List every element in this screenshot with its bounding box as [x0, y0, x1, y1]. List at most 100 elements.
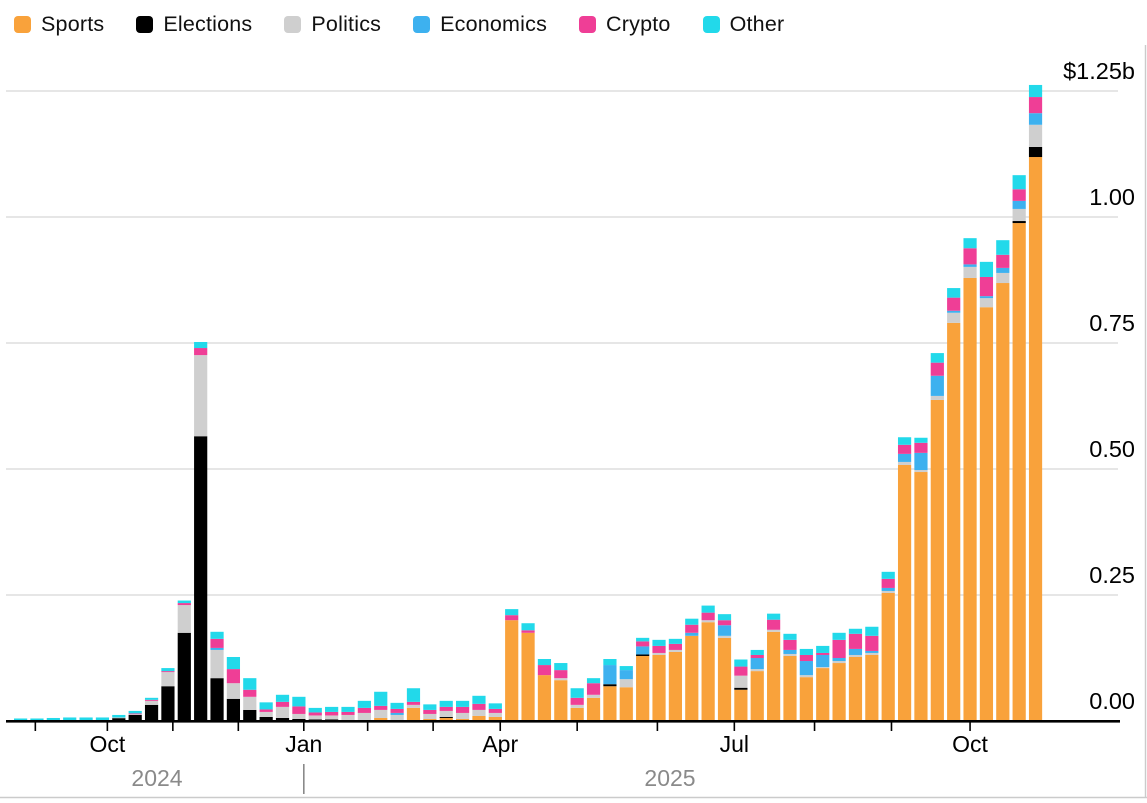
legend-item-elections: Elections [136, 12, 252, 37]
bar-week-6 [112, 714, 126, 721]
segment-elections [194, 436, 208, 721]
bar-week-59 [979, 261, 994, 721]
segment-other [816, 645, 830, 653]
bar-week-44 [734, 659, 748, 721]
segment-crypto [194, 348, 208, 356]
segment-crypto [275, 701, 290, 707]
segment-other [897, 437, 912, 445]
bar-week-20 [341, 706, 355, 721]
bar-week-38 [636, 637, 650, 721]
segment-crypto [1028, 97, 1043, 114]
year-label-2024: 2024 [131, 765, 182, 791]
segment-politics [963, 266, 977, 278]
bar-week-10 [177, 600, 191, 721]
segment-sports [455, 718, 470, 721]
segment-crypto [848, 633, 863, 649]
segment-economics [390, 712, 404, 715]
legend-item-sports: Sports [14, 12, 104, 37]
segment-crypto [717, 620, 732, 626]
segment-politics [374, 709, 388, 718]
y-tick-label: 0.50 [1089, 436, 1135, 462]
segment-politics [341, 714, 355, 720]
bar-week-52 [865, 626, 879, 721]
legend-item-politics: Politics [284, 12, 381, 37]
segment-other [390, 702, 404, 709]
segment-economics [717, 625, 732, 636]
segment-other [521, 623, 535, 631]
bar-week-54 [897, 437, 912, 721]
segment-sports [717, 637, 732, 721]
segment-elections [112, 717, 126, 721]
bar-week-18 [308, 707, 322, 721]
segment-politics [439, 710, 453, 717]
segment-elections [439, 716, 453, 718]
segment-politics [275, 706, 290, 718]
segment-crypto [521, 630, 535, 633]
legend-swatch-politics-icon [284, 16, 302, 33]
legend: Sports Elections Politics Economics Cryp… [14, 12, 784, 37]
legend-swatch-other-icon [702, 16, 720, 33]
segment-sports [488, 716, 502, 721]
bar-week-30 [505, 609, 519, 721]
legend-item-other: Other [702, 12, 785, 37]
segment-economics [636, 646, 650, 655]
segment-politics [586, 694, 601, 698]
segment-elections [1012, 221, 1026, 224]
bar-week-29 [488, 703, 502, 721]
segment-sports [963, 277, 977, 721]
segment-other [177, 600, 191, 604]
bar-week-23 [390, 702, 404, 721]
segment-other [914, 437, 928, 443]
segment-other [292, 696, 306, 707]
segment-politics [194, 355, 208, 437]
segment-economics [865, 650, 879, 653]
segment-crypto [881, 578, 895, 588]
segment-other [275, 694, 290, 702]
segment-crypto [652, 645, 666, 653]
segment-crypto [537, 665, 552, 676]
segment-economics [750, 658, 764, 670]
segment-crypto [668, 643, 682, 650]
segment-politics [226, 683, 241, 699]
segment-crypto [685, 624, 699, 633]
legend-swatch-crypto-icon [579, 16, 597, 33]
segment-other [1028, 84, 1043, 98]
bar-week-14 [243, 678, 257, 721]
segment-sports [472, 715, 486, 721]
segment-economics [816, 654, 830, 668]
segment-sports [521, 632, 535, 721]
bar-week-41 [685, 618, 699, 721]
segment-other [586, 678, 601, 684]
segment-other [996, 240, 1010, 255]
segment-other [488, 703, 502, 709]
segment-other [865, 626, 879, 636]
segment-politics [865, 652, 879, 655]
segment-politics [717, 635, 732, 638]
segment-other [701, 605, 715, 613]
segment-elections [275, 717, 290, 721]
year-label-2025: 2025 [644, 765, 695, 791]
segment-politics [128, 713, 142, 715]
segment-politics [930, 395, 944, 400]
segment-crypto [439, 706, 453, 711]
bar-week-50 [832, 632, 846, 721]
segment-economics [897, 453, 912, 462]
segment-politics [488, 712, 502, 717]
segment-other [472, 695, 486, 704]
bar-week-24 [406, 688, 421, 721]
bar-week-49 [816, 645, 830, 721]
segment-crypto [832, 639, 846, 658]
segment-crypto [325, 711, 339, 716]
segment-sports [586, 697, 601, 721]
segment-sports [619, 687, 633, 721]
bar-week-22 [374, 691, 388, 721]
segment-politics [750, 669, 764, 672]
segment-other [357, 700, 371, 708]
segment-crypto [423, 709, 437, 714]
segment-sports [996, 283, 1010, 721]
segment-other [79, 717, 93, 720]
segment-crypto [161, 671, 175, 673]
segment-sports [816, 668, 830, 721]
segment-crypto [144, 699, 159, 701]
bar-week-7 [128, 710, 142, 721]
